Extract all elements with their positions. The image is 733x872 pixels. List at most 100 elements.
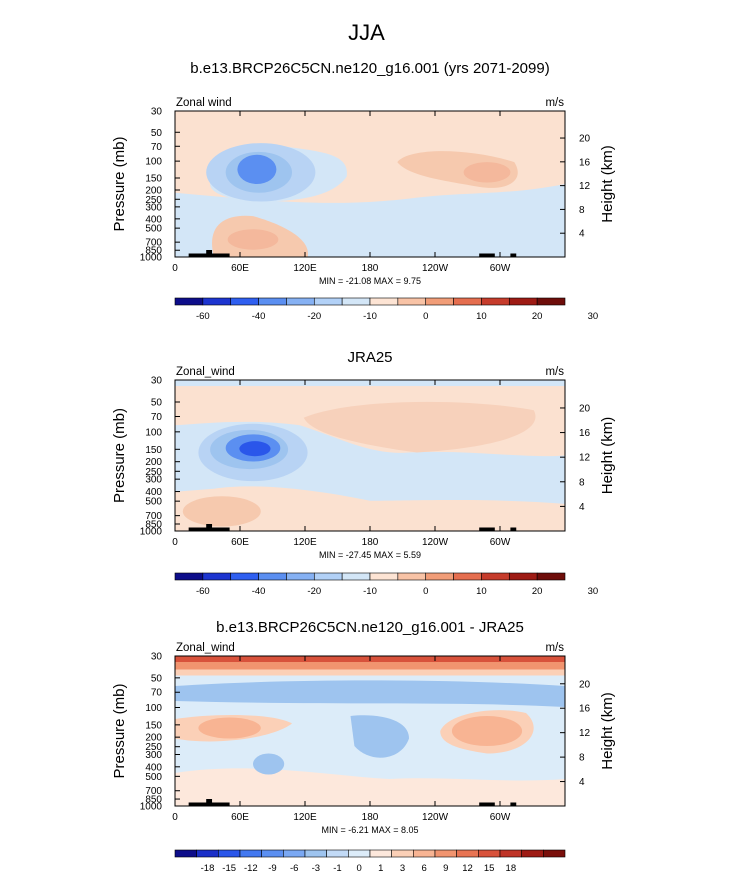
colorbar-box xyxy=(369,572,399,581)
colorbar-box xyxy=(174,849,197,858)
x-tick-label: 60W xyxy=(490,812,511,823)
shade-negative-upper xyxy=(175,680,565,707)
min-max-stats: MIN = -21.08 MAX = 9.75 xyxy=(319,276,421,286)
colorbar-box xyxy=(391,849,414,858)
colorbar-label: -3 xyxy=(312,863,320,872)
panel-units-label: m/s xyxy=(545,366,564,378)
colorbar-label: 20 xyxy=(532,586,543,597)
y-axis-title-right: Height (km) xyxy=(599,417,616,495)
colorbar-box xyxy=(283,849,306,858)
panel-left-label: Zonal wind xyxy=(176,97,232,109)
y-tick-label: 300 xyxy=(145,202,162,213)
y-tick-label: 500 xyxy=(145,497,162,508)
colorbar-box xyxy=(369,849,392,858)
colorbar-box xyxy=(286,297,315,306)
height-tick-label: 16 xyxy=(579,157,591,168)
topography-block xyxy=(217,802,230,806)
y-tick-label: 250 xyxy=(145,467,162,478)
colorbar: -18 -15 -12 -9 -6 -3 -1 0 1 3 6 9 12 15 18 xyxy=(174,849,566,872)
y-tick-label: 30 xyxy=(151,652,163,663)
shade-negative-center xyxy=(350,715,409,758)
x-tick-label: 60W xyxy=(490,537,511,548)
panel-1: b.e13.BRCP26C5CN.ne120_g16.001 (yrs 2071… xyxy=(111,60,616,322)
shade-positive-upper xyxy=(303,401,536,453)
y-tick-label: 50 xyxy=(151,397,163,408)
shade-top-light xyxy=(175,669,565,676)
colorbar-box xyxy=(286,572,315,581)
y-tick-label: 250 xyxy=(145,742,162,753)
y-tick-label: 700 xyxy=(145,238,162,249)
colorbar-label: 0 xyxy=(423,586,428,597)
colorbar-label: 12 xyxy=(462,863,473,872)
y-tick-label: 70 xyxy=(151,412,163,423)
panel-left-label: Zonal_wind xyxy=(176,642,235,654)
colorbar-box xyxy=(481,572,510,581)
height-tick-label: 8 xyxy=(579,753,585,764)
min-max-stats: MIN = -6.21 MAX = 8.05 xyxy=(321,825,418,835)
panel-units-label: m/s xyxy=(545,642,564,654)
colorbar-label: -15 xyxy=(222,863,236,872)
x-tick-label: 180 xyxy=(362,263,379,274)
colorbar-label: -9 xyxy=(268,863,276,872)
panel-2: JRA25 Zonal_wind m/s 0 60E 120E 180 120W 60W 30 50… xyxy=(111,349,616,597)
height-tick-label: 12 xyxy=(579,728,591,739)
colorbar-label: 1 xyxy=(378,863,383,872)
topography xyxy=(188,250,517,257)
colorbar-box xyxy=(397,297,427,306)
colorbar-box xyxy=(481,297,510,306)
topography-block xyxy=(510,253,517,257)
colorbar-box xyxy=(508,572,538,581)
colorbar-box xyxy=(348,849,371,858)
colorbar-label: 30 xyxy=(588,586,599,597)
topography-block xyxy=(479,802,495,806)
shade-top-mid xyxy=(175,662,565,670)
colorbar-label: -18 xyxy=(201,863,215,872)
y-tick-label: 100 xyxy=(145,427,162,438)
colorbar-box xyxy=(230,297,259,306)
colorbar-box xyxy=(434,849,457,858)
colorbar-box xyxy=(202,572,232,581)
height-tick-label: 20 xyxy=(579,679,591,690)
y-axis-title: Pressure (mb) xyxy=(111,136,128,231)
colorbar-box xyxy=(174,297,204,306)
y-tick-label: 100 xyxy=(145,157,162,168)
x-tick-label: 60W xyxy=(490,263,511,274)
x-tick-label: 0 xyxy=(172,812,178,823)
y-tick-label: 100 xyxy=(145,703,162,714)
colorbar-label: -10 xyxy=(363,311,377,322)
colorbar-box xyxy=(521,849,544,858)
y-tick-label: 400 xyxy=(145,762,162,773)
colorbar-box xyxy=(536,572,566,581)
panel-title: b.e13.BRCP26C5CN.ne120_g16.001 (yrs 2071… xyxy=(190,60,549,77)
y-tick-label: 300 xyxy=(145,750,162,761)
colorbar-box xyxy=(174,572,204,581)
height-tick-label: 4 xyxy=(579,229,585,240)
y-tick-label: 150 xyxy=(145,445,162,456)
colorbar-box xyxy=(425,297,454,306)
y-tick-label: 70 xyxy=(151,688,163,699)
colorbar-box xyxy=(326,849,349,858)
x-tick-label: 120E xyxy=(293,263,317,274)
colorbar-box xyxy=(536,297,566,306)
y-tick-label: 400 xyxy=(145,487,162,498)
colorbar-label: -60 xyxy=(196,586,210,597)
x-tick-label: 120W xyxy=(422,537,449,548)
topography-block xyxy=(217,253,230,257)
x-tick-label: 60E xyxy=(231,812,249,823)
colorbar-label: -40 xyxy=(252,311,266,322)
colorbar-label: -60 xyxy=(196,311,210,322)
y-tick-label: 850 xyxy=(145,795,162,806)
shade-positive-upper-core xyxy=(463,162,511,183)
colorbar-label: 6 xyxy=(422,863,427,872)
colorbar-box xyxy=(499,849,522,858)
colorbar-box xyxy=(456,849,479,858)
colorbar-box xyxy=(478,849,501,858)
colorbar-box xyxy=(397,572,427,581)
contour-field xyxy=(175,380,565,531)
shade-negative-lower xyxy=(253,753,285,775)
shade-positive-west-core xyxy=(198,717,261,739)
colorbar-box xyxy=(202,297,232,306)
colorbar-label: -12 xyxy=(244,863,258,872)
colorbar-label: -20 xyxy=(307,586,321,597)
